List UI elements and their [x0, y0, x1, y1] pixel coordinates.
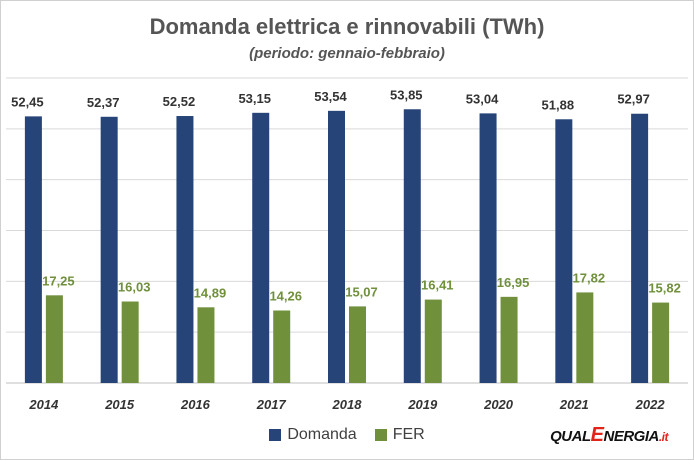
data-label-domanda-2018: 53,54	[314, 89, 347, 104]
x-tick-label-2016: 2016	[180, 397, 211, 412]
legend-item-domanda: Domanda	[269, 426, 357, 444]
x-tick-label-2014: 2014	[28, 397, 59, 412]
bar-domanda-2017	[252, 112, 270, 383]
bar-fer-2018	[349, 306, 366, 383]
bar-fer-2020	[500, 296, 518, 383]
qualenergia-logo: QUALENERGIA.it	[550, 424, 668, 446]
legend-label-domanda: Domanda	[287, 426, 357, 443]
bar-domanda-2018	[328, 110, 345, 384]
data-label-domanda-2015: 52,37	[87, 95, 120, 110]
data-label-domanda-2014: 52,45	[11, 94, 44, 109]
bar-domanda-2015	[100, 116, 118, 384]
data-label-fer-2016: 14,89	[194, 285, 227, 300]
bar-fer-2017	[273, 310, 291, 383]
data-label-domanda-2016: 52,52	[163, 94, 196, 109]
bar-domanda-2016	[176, 116, 194, 384]
bar-fer-2016	[197, 307, 215, 383]
x-tick-label-2015: 2015	[104, 397, 135, 412]
legend-swatch-fer	[374, 429, 387, 441]
legend-item-fer: FER	[374, 426, 425, 444]
bar-domanda-2020	[479, 113, 497, 383]
data-label-fer-2021: 17,82	[573, 270, 606, 285]
data-label-fer-2017: 14,26	[269, 289, 302, 304]
chart-title: Domanda elettrica e rinnovabili (TWh)	[149, 14, 545, 39]
data-label-fer-2022: 15,82	[648, 281, 681, 296]
data-label-domanda-2017: 53,15	[238, 91, 271, 106]
x-tick-label-2020: 2020	[483, 397, 514, 412]
data-label-domanda-2021: 51,88	[542, 97, 575, 112]
bar-domanda-2019	[403, 109, 421, 383]
data-label-fer-2018: 15,07	[345, 284, 378, 299]
legend-swatch-domanda	[269, 429, 282, 441]
data-label-fer-2014: 17,25	[42, 273, 75, 288]
legend-label-fer: FER	[392, 426, 425, 443]
x-tick-label-2021: 2021	[559, 397, 589, 412]
x-tick-label-2022: 2022	[635, 397, 666, 412]
bar-fer-2015	[121, 301, 139, 383]
bar-domanda-2014	[24, 116, 42, 384]
x-tick-label-2017: 2017	[256, 397, 287, 412]
bar-fer-2014	[45, 295, 63, 383]
legend: Domanda FER	[0, 426, 694, 444]
bar-fer-2019	[424, 299, 442, 383]
data-label-fer-2020: 16,95	[497, 275, 530, 290]
x-tick-label-2018: 2018	[332, 397, 363, 412]
data-label-fer-2015: 16,03	[118, 280, 151, 295]
bar-domanda-2021	[555, 119, 573, 383]
x-tick-label-2019: 2019	[407, 397, 438, 412]
chart-subtitle: (periodo: gennaio-febbraio)	[249, 45, 445, 62]
bar-domanda-2022	[631, 113, 649, 383]
bar-fer-2022	[652, 302, 670, 383]
data-label-domanda-2020: 53,04	[466, 91, 499, 106]
data-label-domanda-2022: 52,97	[617, 92, 650, 107]
data-label-fer-2019: 16,41	[421, 278, 454, 293]
data-label-domanda-2019: 53,85	[390, 87, 423, 102]
bar-fer-2021	[576, 292, 594, 383]
